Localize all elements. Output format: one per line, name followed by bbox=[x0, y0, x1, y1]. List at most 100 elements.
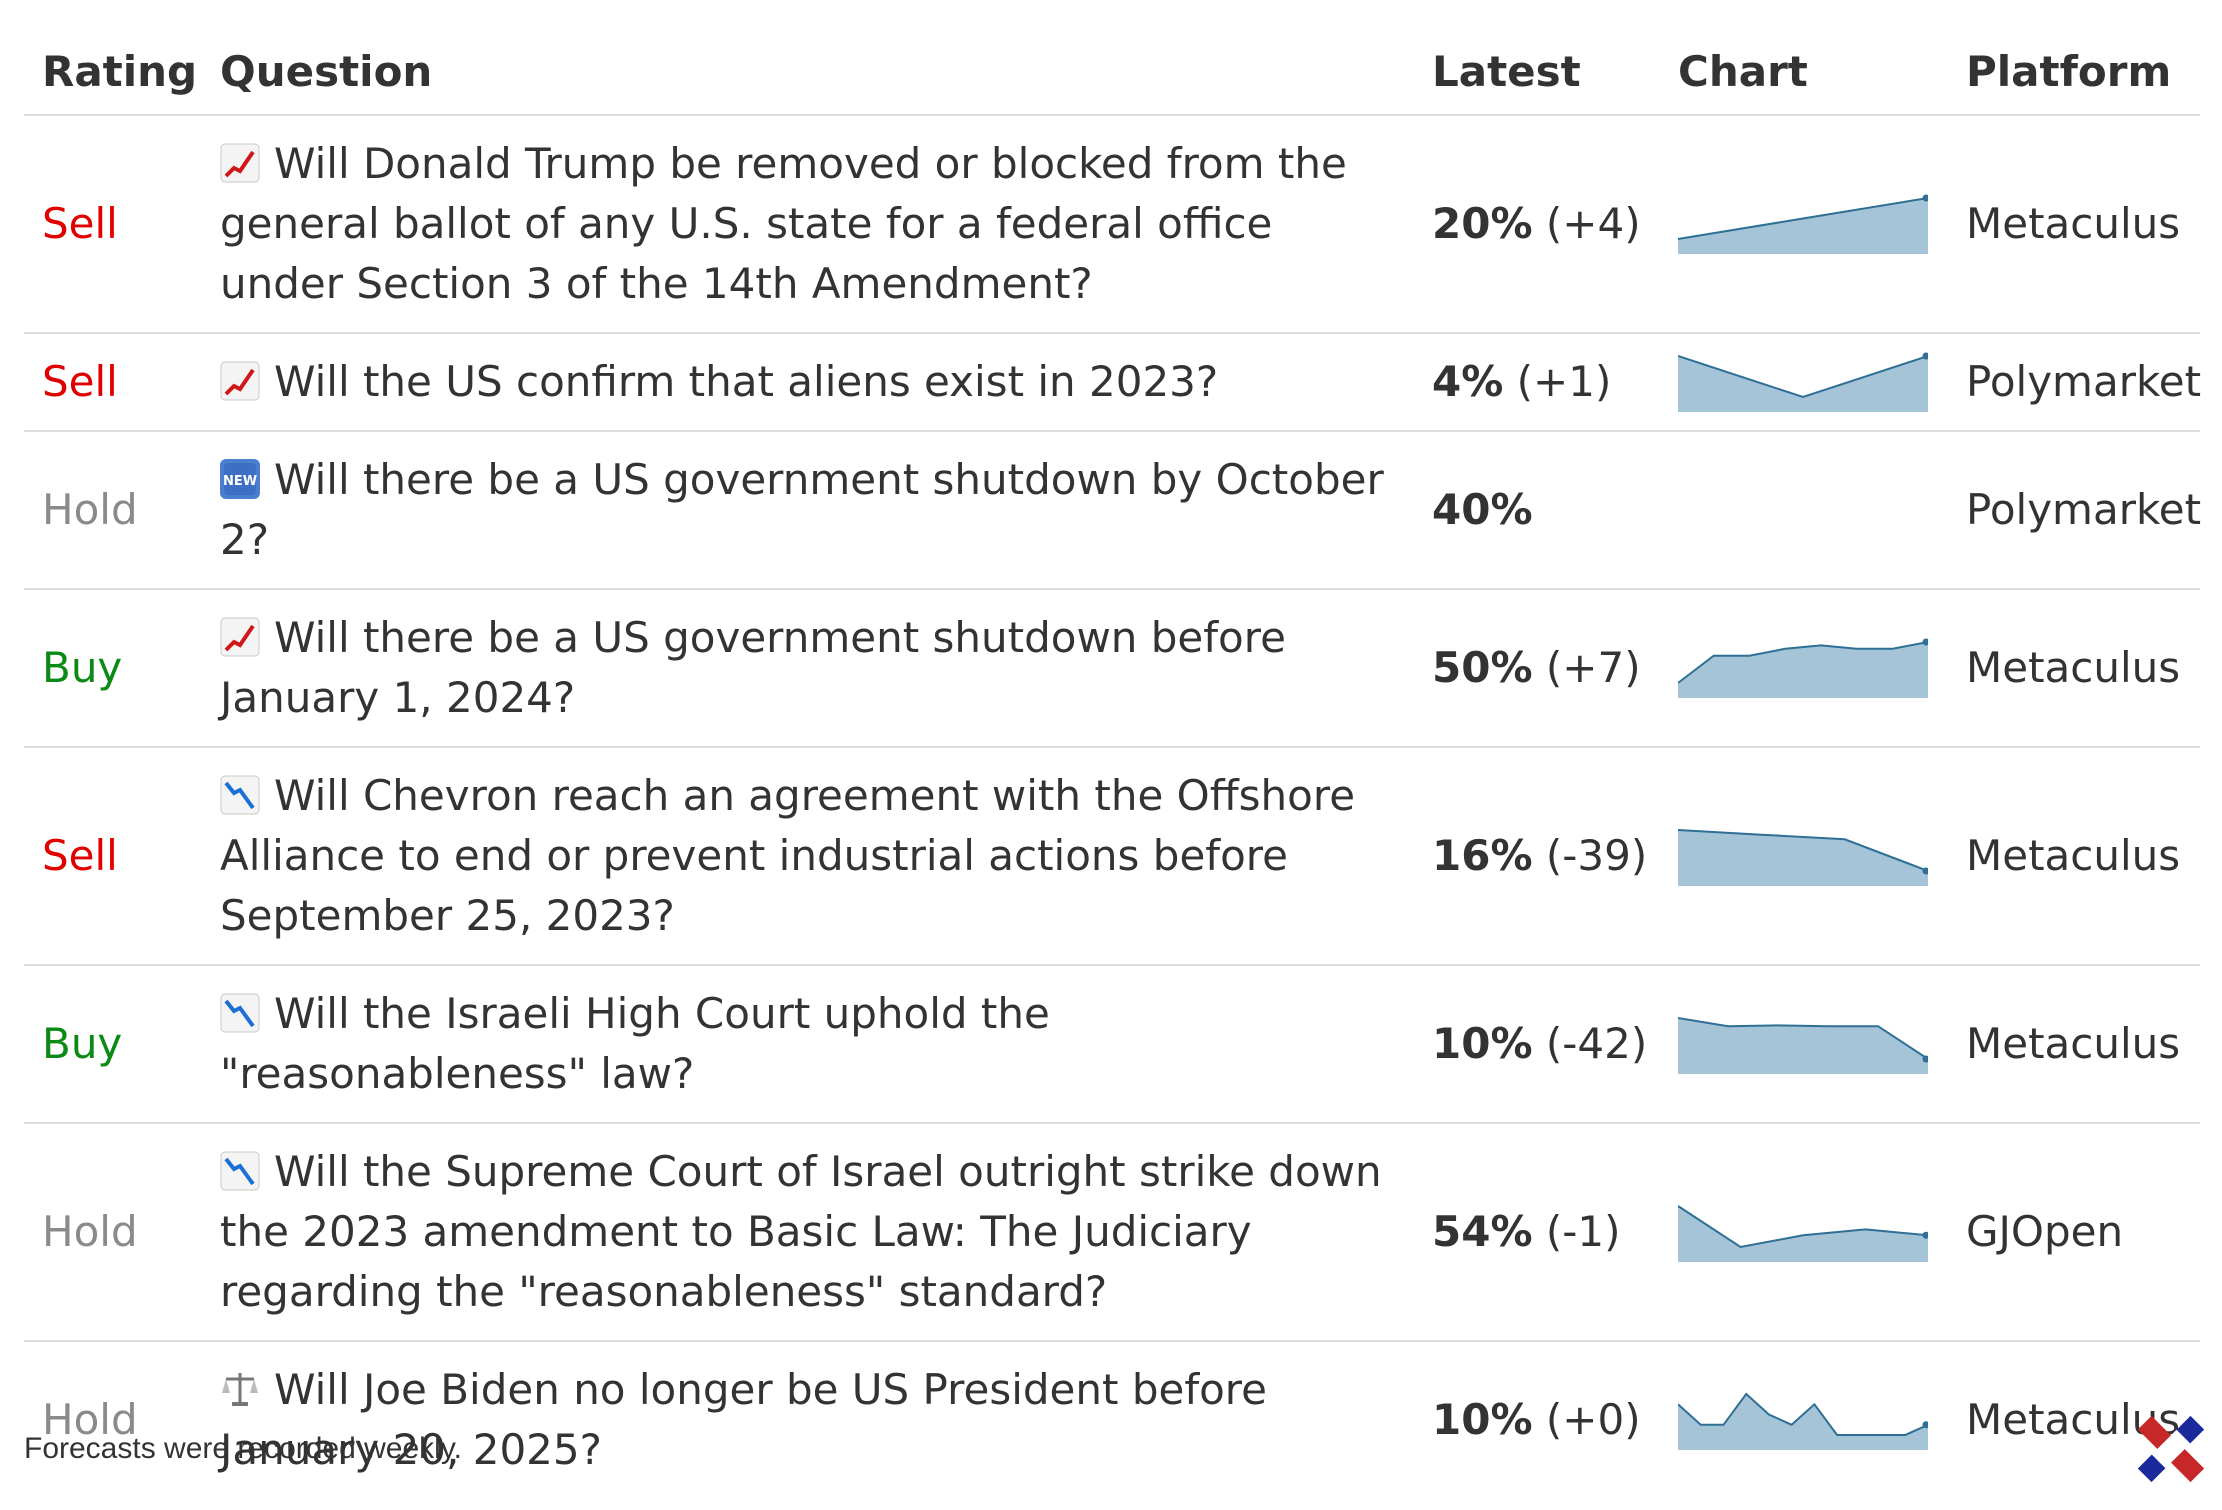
table-row: Hold Will Joe Biden no longer be US Presi… bbox=[24, 1341, 2200, 1498]
question-cell: Will Chevron reach an agreement with the… bbox=[202, 747, 1414, 966]
sparkline-end-point bbox=[1922, 1231, 1928, 1239]
latest-cell: 16% (-39) bbox=[1414, 747, 1660, 966]
sparkline-area bbox=[1678, 356, 1928, 412]
platform-cell: Metaculus bbox=[1948, 115, 2200, 334]
table-row: Sell Will the US confirm that aliens exis… bbox=[24, 333, 2201, 432]
question-text: Will there be a US government shutdown b… bbox=[220, 455, 1384, 564]
question-cell: Will there be a US government shutdown b… bbox=[202, 589, 1414, 748]
latest-percent: 40% bbox=[1432, 485, 1533, 534]
sparkline bbox=[1678, 352, 1928, 412]
table-row: Hold Will the Supreme Court of Israel out… bbox=[24, 1123, 2200, 1342]
rating-cell: Buy bbox=[24, 965, 202, 1124]
question-text: Will the US confirm that aliens exist in… bbox=[274, 357, 1219, 406]
latest-percent: 16% bbox=[1432, 831, 1533, 880]
sparkline-end-point bbox=[1922, 867, 1928, 875]
platform-cell: Metaculus bbox=[1948, 589, 2200, 748]
question-cell: Will the Israeli High Court uphold the "… bbox=[202, 965, 1414, 1124]
platform-cell: GJOpen bbox=[1948, 1123, 2200, 1342]
table-row: Sell Will Donald Trump be removed or bloc… bbox=[24, 115, 2200, 334]
latest-change: (+1) bbox=[1516, 357, 1612, 406]
header-latest: Latest bbox=[1414, 28, 1660, 116]
chart-cell bbox=[1660, 333, 1948, 432]
latest-change: (-1) bbox=[1545, 1207, 1621, 1256]
table-row: Buy Will there be a US government shutdow… bbox=[24, 589, 2200, 748]
sparkline-line bbox=[1678, 355, 1928, 399]
platform-cell: Polymarket bbox=[1948, 333, 2201, 432]
latest-change: (-39) bbox=[1545, 831, 1648, 880]
header-chart: Chart bbox=[1660, 28, 1948, 116]
brand-logo bbox=[2137, 1415, 2205, 1483]
table-row: Sell Will Chevron reach an agreement with… bbox=[24, 747, 2200, 966]
chart-cell bbox=[1660, 589, 1948, 748]
rating-cell: Hold bbox=[42, 1395, 138, 1444]
sparkline-area bbox=[1678, 198, 1928, 254]
table-row: Buy Will the Israeli High Court uphold th… bbox=[24, 965, 2200, 1124]
sparkline-area bbox=[1678, 1394, 1928, 1450]
chart-cell bbox=[1660, 1123, 1948, 1342]
sparkline bbox=[1678, 194, 1928, 254]
latest-cell: 50% (+7) bbox=[1414, 589, 1660, 748]
sparkline-end-point bbox=[1922, 1055, 1928, 1063]
rating-cell: Hold bbox=[24, 431, 202, 590]
latest-change: (+7) bbox=[1545, 643, 1641, 692]
platform-cell: Metaculus bbox=[1948, 965, 2200, 1124]
svg-text:NEW: NEW bbox=[223, 474, 257, 489]
question-text: Will the Supreme Court of Israel outrigh… bbox=[220, 1147, 1382, 1316]
latest-percent: 4% bbox=[1432, 357, 1504, 406]
sparkline-area bbox=[1678, 1018, 1928, 1074]
balance-scale-icon bbox=[220, 1365, 260, 1406]
sparkline-end-point bbox=[1922, 1421, 1928, 1429]
chart-cell bbox=[1660, 747, 1948, 966]
sparkline-area bbox=[1678, 830, 1928, 886]
latest-cell: 20% (+4) bbox=[1414, 115, 1660, 334]
chart-increasing-icon bbox=[220, 613, 260, 657]
rating-cell: Buy bbox=[24, 589, 202, 748]
latest-cell: 4% (+1) bbox=[1414, 333, 1660, 432]
rating-cell: Sell bbox=[24, 115, 202, 334]
platform-cell: Polymarket bbox=[1948, 431, 2201, 590]
latest-cell: 10% (-42) bbox=[1414, 965, 1660, 1124]
rating-cell: Hold bbox=[24, 1123, 202, 1342]
question-cell: Will the US confirm that aliens exist in… bbox=[202, 333, 1414, 432]
header-row: Rating Question Latest Chart Platform bbox=[24, 28, 2200, 116]
chart-decreasing-icon bbox=[220, 771, 260, 815]
rating-cell: Sell bbox=[24, 333, 202, 432]
question-cell: Will Donald Trump be removed or blocked … bbox=[202, 115, 1414, 334]
sparkline-end-point bbox=[1922, 194, 1928, 202]
latest-percent: 20% bbox=[1432, 199, 1533, 248]
sparkline bbox=[1678, 638, 1928, 698]
sparkline-line bbox=[1678, 197, 1928, 240]
chart-increasing-icon bbox=[220, 139, 260, 183]
sparkline-end-point bbox=[1922, 352, 1928, 360]
latest-change: (+0) bbox=[1545, 1395, 1641, 1444]
chart-cell bbox=[1660, 965, 1948, 1124]
latest-cell: 40% bbox=[1414, 431, 1660, 590]
question-cell: Will Joe Biden no longer be US President… bbox=[202, 1341, 1414, 1498]
header-question: Question bbox=[202, 28, 1414, 116]
table-body: Sell Will Donald Trump be removed or bloc… bbox=[24, 115, 2201, 1498]
platform-cell: Metaculus bbox=[1948, 747, 2200, 966]
sparkline-line bbox=[1678, 829, 1928, 872]
question-text: Will Chevron reach an agreement with the… bbox=[220, 771, 1356, 940]
latest-percent: 10% bbox=[1432, 1395, 1533, 1444]
sparkline bbox=[1678, 829, 1928, 886]
chart-increasing-icon bbox=[220, 357, 260, 401]
sparkline-end-point bbox=[1922, 638, 1928, 646]
header-platform: Platform bbox=[1948, 28, 2200, 116]
chart-decreasing-icon bbox=[220, 1147, 260, 1191]
chart-cell bbox=[1660, 1341, 1948, 1498]
table-row: Hold NEW Will there be a US government shu… bbox=[24, 431, 2201, 590]
question-text: Will there be a US government shutdown b… bbox=[220, 613, 1286, 722]
sparkline-line bbox=[1678, 1017, 1928, 1060]
sparkline-line bbox=[1678, 641, 1928, 684]
sparkline-area bbox=[1678, 1206, 1928, 1262]
question-text: Will Donald Trump be removed or blocked … bbox=[220, 139, 1347, 308]
sparkline-line bbox=[1678, 1392, 1928, 1436]
question-cell: Will the Supreme Court of Israel outrigh… bbox=[202, 1123, 1414, 1342]
new-button-icon: NEW bbox=[220, 455, 260, 499]
chart-cell bbox=[1660, 115, 1948, 334]
latest-change: (-42) bbox=[1545, 1019, 1648, 1068]
footer-note: Forecasts were recorded weekly. bbox=[24, 1432, 462, 1465]
latest-percent: 54% bbox=[1432, 1207, 1533, 1256]
sparkline-line bbox=[1678, 1205, 1928, 1249]
